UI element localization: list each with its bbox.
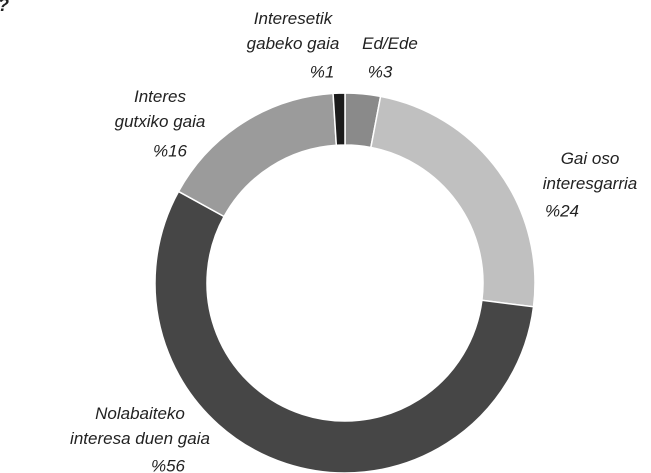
value-label: %16 [153, 141, 188, 160]
slice-label-line: Ed/Ede [362, 34, 418, 53]
slice-label-line: Interesetik [254, 9, 334, 28]
value-label: %1 [310, 62, 335, 81]
value-label: %3 [368, 62, 393, 81]
donut-slice [369, 95, 536, 308]
slice-label-line: Gai oso [561, 149, 620, 168]
slice-label-line: gabeko gaia [247, 34, 340, 53]
slice-label-line: Nolabaiteko [95, 404, 185, 423]
slice-label: Nolabaiteko interesa duen gaia [70, 404, 210, 448]
slice-label: Gai oso interesgarria [543, 149, 638, 193]
slice-label-line: interesgarria [543, 174, 638, 193]
chart-title: ? [0, 0, 9, 15]
slice-label: Interesetik gabeko gaia [247, 9, 340, 53]
donut-slice [154, 190, 535, 473]
value-label: %56 [151, 456, 186, 473]
value-label: %24 [545, 201, 579, 220]
slice-label-line: gutxiko gaia [115, 112, 206, 131]
slice-label: Interes gutxiko gaia [115, 87, 206, 131]
slice-label-line: interesa duen gaia [70, 429, 210, 448]
slice-label: Ed/Ede [362, 34, 418, 53]
donut-slice [332, 92, 346, 147]
slice-label-line: Interes [134, 87, 186, 106]
